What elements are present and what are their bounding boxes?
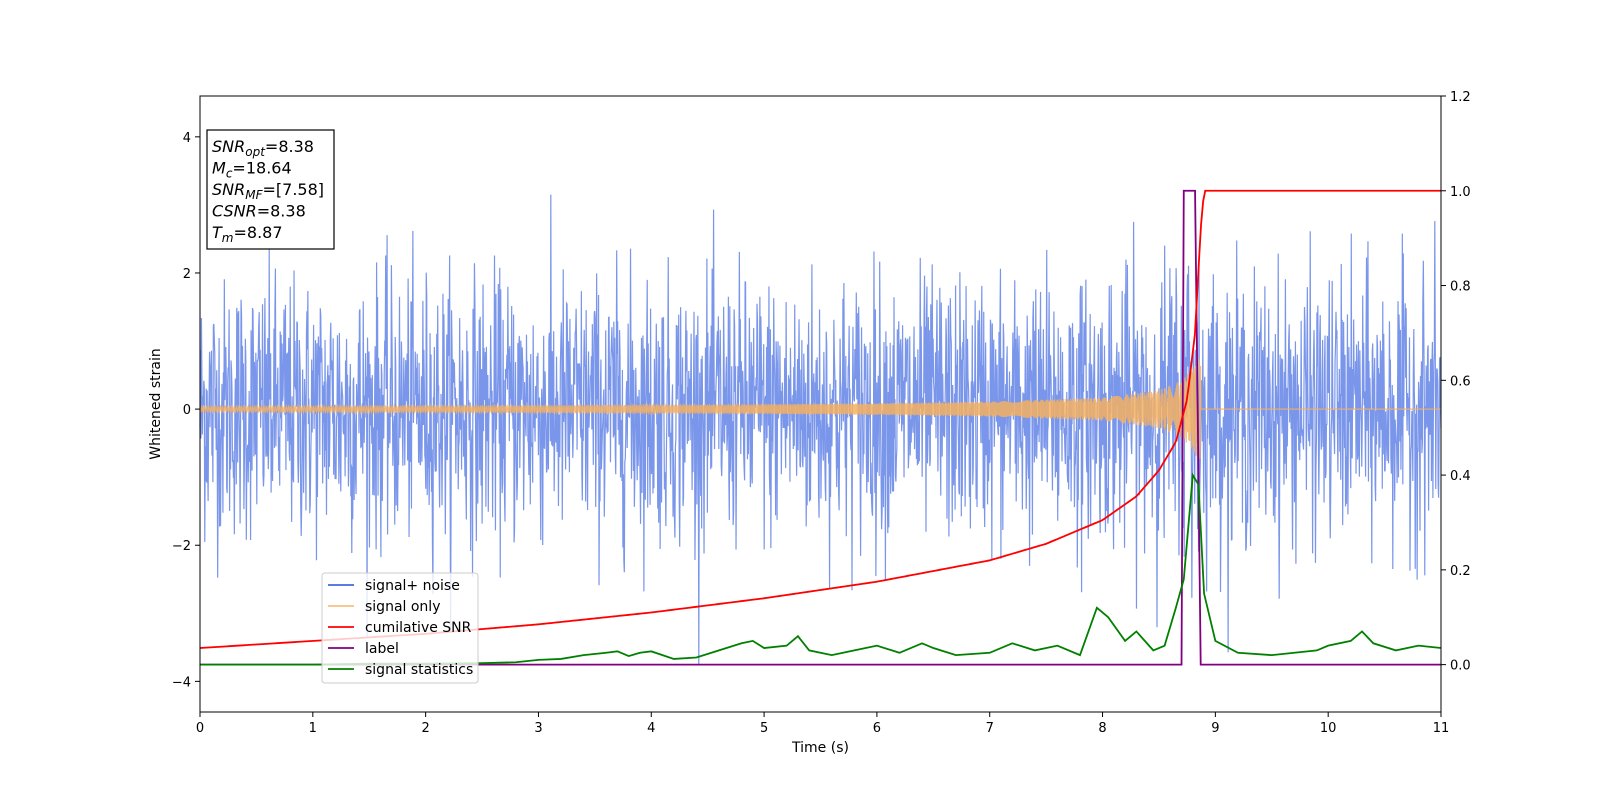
info-box-frame [206, 129, 335, 250]
left-y-axis-ticks: −4 −2 0 2 4 [172, 131, 200, 690]
x-tick-label: 4 [647, 721, 655, 736]
x-tick-label: 10 [1320, 721, 1337, 736]
legend-label: label [365, 641, 399, 657]
right-y-tick-label: 0.0 [1450, 659, 1471, 674]
left-y-tick-label: −4 [172, 675, 191, 690]
right-y-tick-label: 0.2 [1450, 564, 1471, 579]
x-tick-label: 9 [1211, 721, 1219, 736]
right-y-tick-label: 0.8 [1450, 280, 1471, 295]
right-y-tick-label: 0.6 [1450, 374, 1471, 389]
left-y-tick-label: 4 [183, 131, 191, 146]
right-y-tick-label: 1.0 [1450, 185, 1471, 200]
right-y-axis-ticks: 0.0 0.2 0.4 0.6 0.8 1.0 1.2 [1441, 90, 1471, 674]
left-y-tick-label: 0 [183, 403, 191, 418]
x-tick-label: 5 [760, 721, 768, 736]
legend: signal+ noise signal only cumilative SNR la… [321, 572, 479, 684]
x-tick-label: 6 [873, 721, 881, 736]
signal-statistics-line [200, 472, 1442, 666]
legend-label: signal+ noise [365, 578, 460, 594]
info-box: SNRopt=8.38Mc=18.64SNRMF=[7.58]CSNR=8.38… [206, 129, 335, 250]
x-tick-label: 1 [309, 721, 317, 736]
info-line: Tm=8.87 [212, 223, 283, 245]
plot-frame [199, 95, 1442, 713]
left-y-tick-label: 2 [183, 267, 191, 282]
x-tick-label: 7 [986, 721, 994, 736]
info-line: Mc=18.64 [212, 159, 292, 181]
right-y-tick-label: 0.4 [1450, 469, 1471, 484]
x-tick-label: 8 [1098, 721, 1106, 736]
noise-series [199, 194, 1442, 666]
right-y-tick-label: 1.2 [1450, 90, 1471, 105]
legend-label: cumilative SNR [365, 620, 472, 636]
axes [199, 95, 1442, 713]
info-line: SNRMF=[7.58] [212, 180, 324, 202]
info-line: SNRopt=8.38 [212, 137, 314, 159]
y-axis-label: Whitened strain [148, 348, 164, 459]
x-axis-ticks: 0 1 2 3 4 5 6 7 8 9 10 11 [196, 712, 1449, 736]
signal-only-series [199, 357, 1441, 460]
signal-only-line [199, 357, 1441, 460]
info-line: CSNR=8.38 [212, 202, 306, 221]
x-tick-label: 0 [196, 721, 204, 736]
x-axis-label: Time (s) [791, 740, 849, 756]
legend-label: signal statistics [365, 662, 473, 678]
x-tick-label: 11 [1433, 721, 1450, 736]
left-y-tick-label: −2 [172, 539, 191, 554]
x-tick-label: 3 [534, 721, 542, 736]
legend-frame [321, 572, 479, 684]
noise-line [199, 194, 1442, 666]
x-tick-label: 2 [421, 721, 429, 736]
legend-label: signal only [365, 599, 440, 615]
